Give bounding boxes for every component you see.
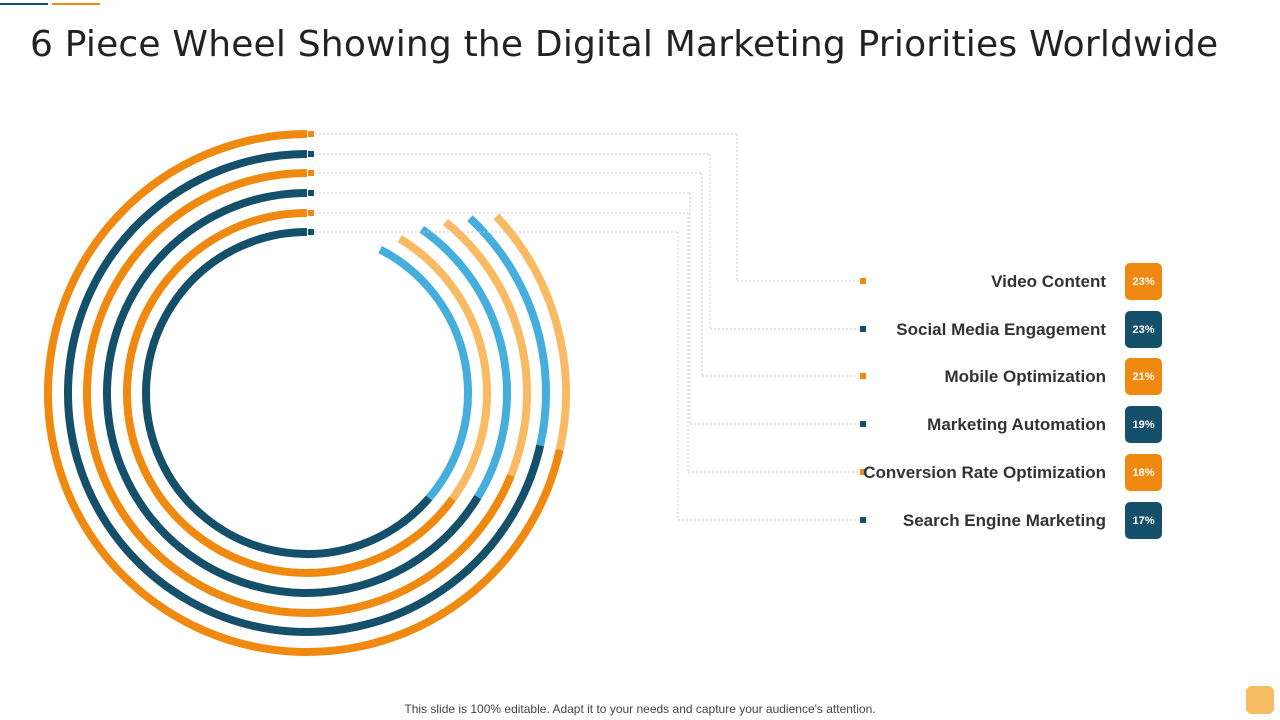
label-marker (860, 517, 866, 523)
label-marker (860, 278, 866, 284)
accent-bar-orange (52, 3, 100, 5)
ring-end-marker (308, 229, 314, 235)
percent-badge: 21% (1125, 358, 1162, 395)
footer-note: This slide is 100% editable. Adapt it to… (404, 702, 876, 716)
label-marker (860, 326, 866, 332)
ring-dark-segment (83, 169, 515, 617)
ring-end-marker (308, 170, 314, 176)
ring-dark-segment (64, 150, 545, 636)
series-label: Search Engine Marketing (902, 511, 1106, 530)
percent-badge: 17% (1125, 502, 1162, 539)
ring-light-segment (467, 215, 550, 447)
accent-bar-teal (0, 3, 48, 5)
percent-badge: 18% (1125, 454, 1162, 491)
corner-button[interactable] (1246, 686, 1274, 714)
ring-dark-segment (103, 189, 482, 597)
series-label: Conversion Rate Optimization (863, 463, 1106, 482)
ring-end-marker (308, 131, 314, 137)
label-marker (860, 421, 866, 427)
label-marker (860, 469, 866, 475)
slide-title: 6 Piece Wheel Showing the Digital Market… (30, 24, 1219, 65)
ring-light-segment (378, 245, 472, 501)
ring-end-marker (308, 190, 314, 196)
label-marker (860, 373, 866, 379)
percent-badge: 23% (1125, 263, 1162, 300)
ring-light-segment (397, 235, 491, 502)
ring-light-segment (493, 213, 570, 451)
ring-dark-segment (142, 228, 433, 558)
percent-badge: 23% (1125, 311, 1162, 348)
series-label: Mobile Optimization (944, 367, 1107, 386)
series-label: Social Media Engagement (896, 320, 1106, 339)
ring-dark-segment (123, 209, 456, 577)
ring-light-segment (442, 218, 531, 477)
ring-end-marker (308, 210, 314, 216)
ring-dark-segment (44, 130, 564, 656)
series-label: Video Content (991, 272, 1106, 291)
ring-end-marker (308, 151, 314, 157)
ring-light-segment (419, 225, 511, 500)
percent-badge: 19% (1125, 406, 1162, 443)
series-label: Marketing Automation (927, 415, 1106, 434)
